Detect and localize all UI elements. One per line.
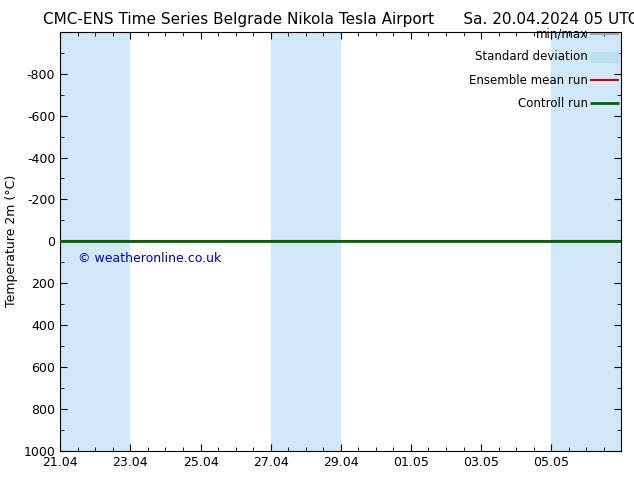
Bar	[95, 32, 131, 451]
Title: CMC-ENS Time Series Belgrade Nikola Tesla Airport      Sa. 20.04.2024 05 UTC: CMC-ENS Time Series Belgrade Nikola Tesl…	[43, 12, 634, 26]
Bar	[586, 32, 621, 451]
Text: Standard deviation: Standard deviation	[475, 50, 588, 64]
Bar	[271, 32, 306, 451]
Bar	[551, 32, 586, 451]
Text: min/max: min/max	[536, 27, 588, 41]
Text: Ensemble mean run: Ensemble mean run	[469, 74, 588, 87]
Y-axis label: Temperature 2m (°C): Temperature 2m (°C)	[5, 175, 18, 307]
Text: © weatheronline.co.uk: © weatheronline.co.uk	[78, 252, 221, 265]
Bar	[306, 32, 341, 451]
Bar	[60, 32, 95, 451]
Text: Controll run: Controll run	[517, 97, 588, 110]
